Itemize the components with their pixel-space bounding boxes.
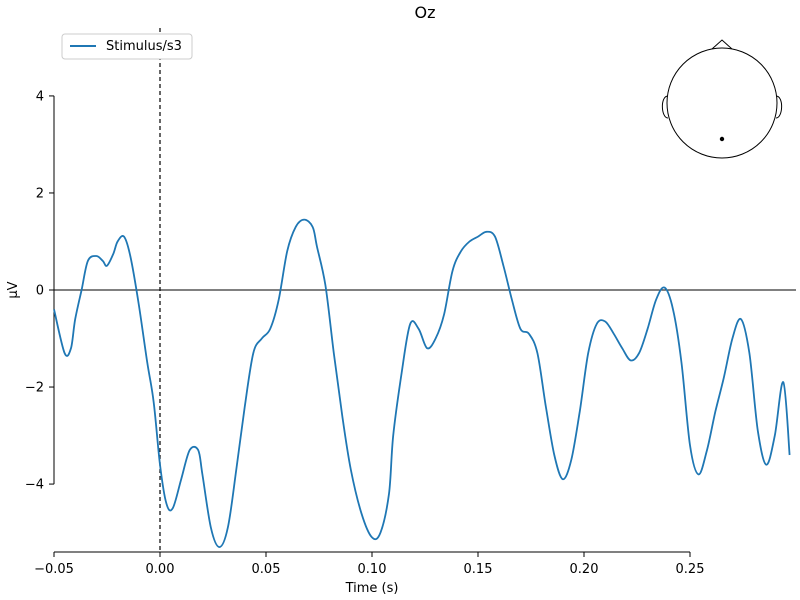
- x-axis-title: Time (s): [345, 581, 399, 596]
- sensor-location-head-icon: [661, 39, 783, 159]
- legend-frame: [61, 33, 193, 60]
- y-tick-label: 2: [36, 186, 44, 201]
- x-tick-label: 0.05: [252, 562, 281, 577]
- x-tick-label: 0.10: [358, 562, 387, 577]
- y-tick-label: 4: [36, 89, 44, 104]
- y-tick-label: −2: [25, 381, 44, 396]
- x-tick-label: −0.05: [34, 562, 74, 577]
- x-tick-label: 0.25: [676, 562, 705, 577]
- y-axis-title: µV: [6, 281, 21, 298]
- plot-area: −4 −2 0 2 4 −0.05 0.00 0.05 0.10 0.15 0.20 0.25 Time…: [6, 28, 796, 596]
- x-tick-label: 0.00: [146, 562, 175, 577]
- legend-entry-label: Stimulus/s3: [106, 39, 182, 54]
- series-line-stimulus-s3: [53, 218, 791, 548]
- sensor-dot-oz: [719, 136, 725, 142]
- chart-title: Oz: [415, 3, 436, 22]
- x-tick-label: 0.20: [570, 562, 599, 577]
- y-tick-label: 0: [36, 284, 44, 299]
- y-tick-label: −4: [25, 478, 44, 493]
- legend: Stimulus/s3: [61, 33, 193, 60]
- x-tick-label: 0.15: [464, 562, 493, 577]
- head-outline-icon: [666, 47, 778, 159]
